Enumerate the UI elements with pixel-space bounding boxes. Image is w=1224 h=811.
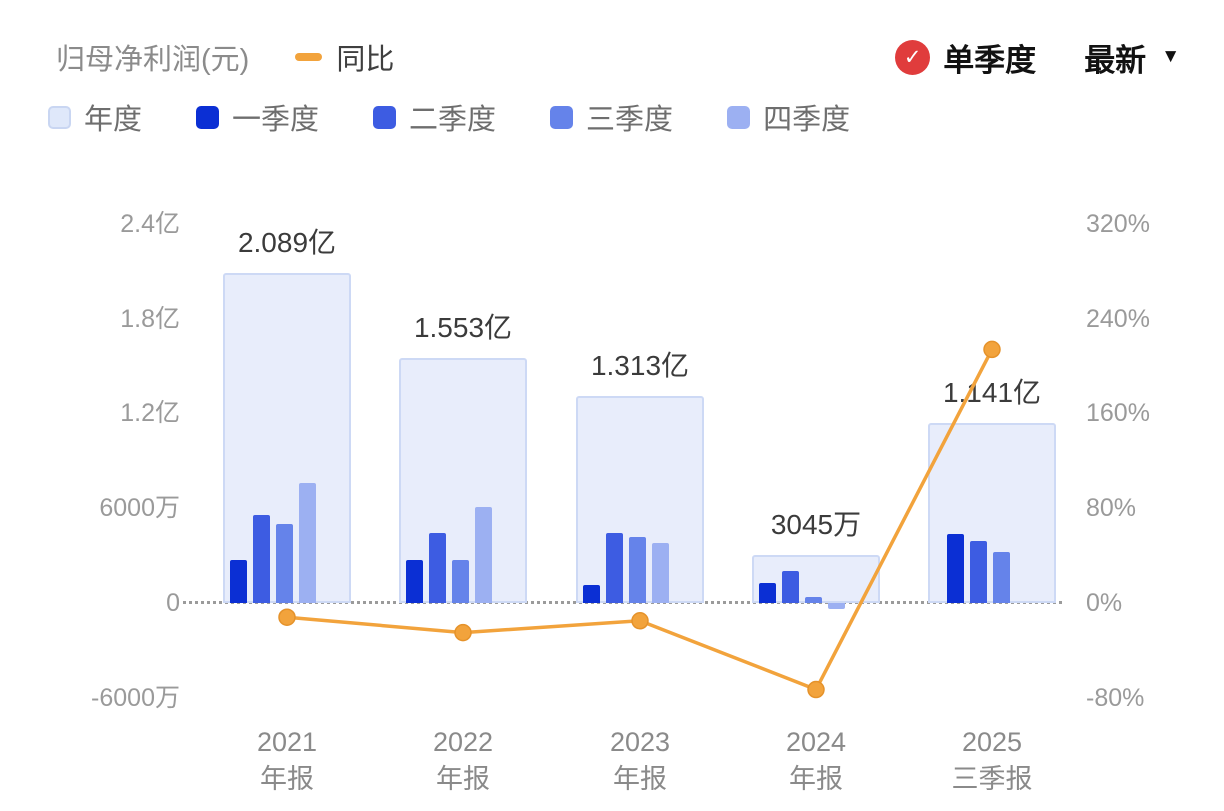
quarter-bar-q3[interactable] — [276, 524, 293, 603]
yoy-marker — [631, 612, 649, 630]
legend-swatch-icon — [373, 105, 397, 129]
series-legend: 年度 一季度 二季度 三季度 四季度 — [48, 97, 850, 137]
yoy-legend: 同比 — [295, 36, 394, 78]
annual-value-label: 1.141亿 — [942, 376, 1042, 408]
y-axis-tick-left: 2.4亿 — [120, 209, 180, 238]
quarter-bar-q2[interactable] — [606, 533, 623, 603]
quarter-bar-q4[interactable] — [828, 603, 845, 609]
y-axis-tick-right: 0% — [1086, 589, 1123, 617]
y-axis-tick-right: 80% — [1086, 494, 1137, 523]
quarter-bar-q3[interactable] — [992, 551, 1010, 603]
legend-item-q1[interactable]: 一季度 — [196, 96, 319, 138]
legend-swatch-icon — [550, 105, 574, 129]
quarter-bar-q2[interactable] — [782, 571, 799, 603]
quarter-bar-q1[interactable] — [406, 560, 423, 603]
x-axis-label: 2024 年报 — [785, 727, 847, 794]
legend-swatch-icon — [196, 105, 220, 129]
quarter-bar-q4[interactable] — [299, 482, 316, 603]
single-quarter-selected-icon[interactable]: ✓ — [895, 39, 931, 75]
latest-dropdown[interactable]: 最新 — [1084, 42, 1147, 78]
single-quarter-toggle[interactable]: 单季度 — [943, 42, 1037, 78]
quarter-bar-q2[interactable] — [253, 514, 270, 603]
quarter-bar-q1[interactable] — [583, 584, 600, 603]
x-axis-label: 2025 三季报 — [951, 727, 1033, 794]
y-axis-tick-left: 6000万 — [99, 494, 180, 523]
quarter-bar-q2[interactable] — [429, 533, 446, 603]
quarter-bar-q2[interactable] — [969, 541, 987, 603]
x-axis-label: 2021 年报 — [256, 727, 318, 794]
legend-item-q2[interactable]: 二季度 — [373, 96, 496, 138]
chart-header: 归母净利润(元) 同比 ✓ 单季度 最新 ▼ — [56, 33, 1180, 81]
yoy-line-swatch-icon — [295, 53, 323, 61]
legend-label: 三季度 — [586, 104, 674, 136]
chart-title: 归母净利润(元) — [56, 44, 250, 76]
y-axis-tick-right: -80% — [1086, 683, 1145, 712]
annual-value-label: 1.313亿 — [590, 349, 690, 381]
yoy-marker — [454, 623, 472, 642]
y-axis-tick-right: 240% — [1086, 304, 1150, 333]
quarter-bar-q3[interactable] — [629, 536, 646, 603]
chevron-down-icon[interactable]: ▼ — [1161, 46, 1180, 67]
quarter-bar-q1[interactable] — [946, 534, 964, 603]
check-icon: ✓ — [903, 45, 922, 69]
quarter-bar-q3[interactable] — [805, 597, 822, 603]
legend-label: 四季度 — [763, 104, 851, 136]
yoy-marker — [807, 680, 825, 699]
legend-swatch-icon — [48, 105, 71, 129]
x-axis-label: 2022 年报 — [432, 727, 494, 794]
y-axis-tick-left: 1.8亿 — [120, 304, 180, 333]
quarter-bar-q3[interactable] — [452, 560, 469, 603]
annual-value-label: 1.553亿 — [413, 311, 513, 343]
annual-value-label: 2.089亿 — [237, 226, 337, 258]
y-axis-tick-left: 1.2亿 — [120, 399, 180, 428]
x-axis-label: 2023 年报 — [609, 727, 671, 794]
legend-label: 年度 — [84, 104, 143, 136]
yoy-marker — [983, 340, 1001, 359]
annual-value-label: 3045万 — [770, 508, 862, 540]
quarter-bar-q4[interactable] — [652, 542, 669, 603]
quarter-bar-q1[interactable] — [230, 560, 247, 603]
y-axis-tick-left: 0 — [166, 589, 180, 617]
y-axis-tick-right: 320% — [1086, 209, 1150, 238]
legend-item-q4[interactable]: 四季度 — [727, 96, 850, 138]
quarter-bar-q1[interactable] — [759, 583, 776, 603]
yoy-legend-label: 同比 — [336, 44, 395, 76]
y-axis-tick-right: 160% — [1086, 399, 1150, 428]
quarter-bar-q4[interactable] — [475, 506, 492, 603]
legend-item-q3[interactable]: 三季度 — [550, 96, 673, 138]
legend-item-annual[interactable]: 年度 — [48, 96, 142, 138]
yoy-marker — [278, 608, 296, 626]
legend-swatch-icon — [727, 105, 751, 129]
y-axis-tick-left: -6000万 — [91, 683, 180, 712]
legend-label: 二季度 — [409, 104, 497, 136]
legend-label: 一季度 — [232, 104, 320, 136]
